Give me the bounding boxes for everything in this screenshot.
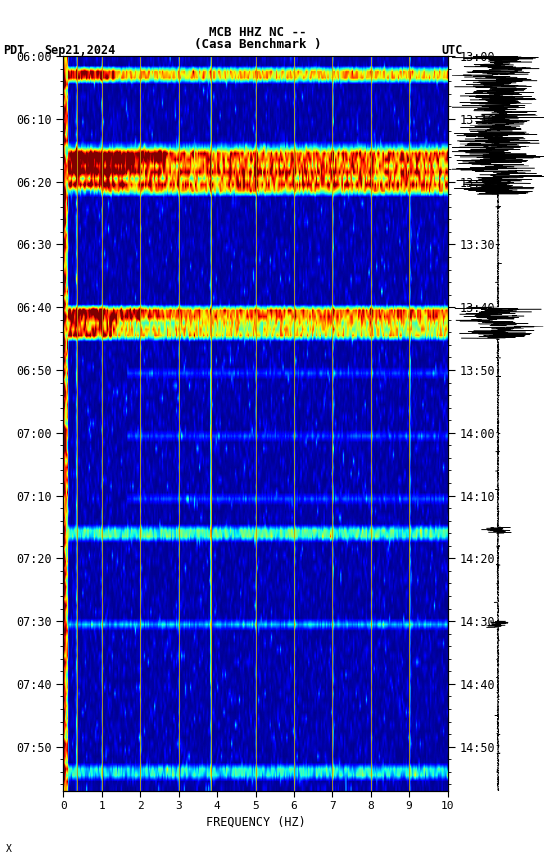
Text: UTC: UTC	[442, 44, 463, 57]
X-axis label: FREQUENCY (HZ): FREQUENCY (HZ)	[206, 815, 305, 828]
Text: X: X	[6, 843, 12, 854]
Text: (Casa Benchmark ): (Casa Benchmark )	[194, 38, 321, 51]
Text: PDT: PDT	[3, 44, 24, 57]
Text: MCB HHZ NC --: MCB HHZ NC --	[209, 26, 306, 39]
Text: Sep21,2024: Sep21,2024	[44, 44, 115, 57]
